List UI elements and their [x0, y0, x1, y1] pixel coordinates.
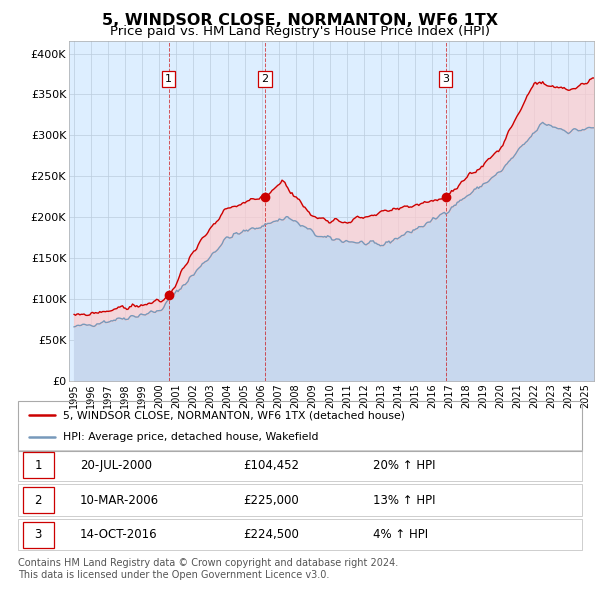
Text: Contains HM Land Registry data © Crown copyright and database right 2024.
This d: Contains HM Land Registry data © Crown c… [18, 558, 398, 580]
Text: 13% ↑ HPI: 13% ↑ HPI [373, 493, 436, 507]
Text: HPI: Average price, detached house, Wakefield: HPI: Average price, detached house, Wake… [63, 432, 319, 442]
Text: 1: 1 [165, 74, 172, 84]
Text: £225,000: £225,000 [244, 493, 299, 507]
Bar [23, 487, 53, 513]
Bar [23, 452, 53, 478]
Text: 20% ↑ HPI: 20% ↑ HPI [373, 458, 436, 472]
Text: 5, WINDSOR CLOSE, NORMANTON, WF6 1TX: 5, WINDSOR CLOSE, NORMANTON, WF6 1TX [102, 13, 498, 28]
Text: £224,500: £224,500 [244, 528, 299, 542]
Text: 2: 2 [34, 493, 42, 507]
Text: 10-MAR-2006: 10-MAR-2006 [80, 493, 159, 507]
Text: £104,452: £104,452 [244, 458, 299, 472]
Text: 1: 1 [34, 458, 42, 472]
Text: 3: 3 [442, 74, 449, 84]
Bar [23, 522, 53, 548]
Text: 20-JUL-2000: 20-JUL-2000 [80, 458, 152, 472]
Text: 4% ↑ HPI: 4% ↑ HPI [373, 528, 428, 542]
Text: 2: 2 [261, 74, 268, 84]
Text: 14-OCT-2016: 14-OCT-2016 [80, 528, 158, 542]
Text: 5, WINDSOR CLOSE, NORMANTON, WF6 1TX (detached house): 5, WINDSOR CLOSE, NORMANTON, WF6 1TX (de… [63, 410, 405, 420]
Text: 3: 3 [34, 528, 42, 542]
Text: Price paid vs. HM Land Registry's House Price Index (HPI): Price paid vs. HM Land Registry's House … [110, 25, 490, 38]
